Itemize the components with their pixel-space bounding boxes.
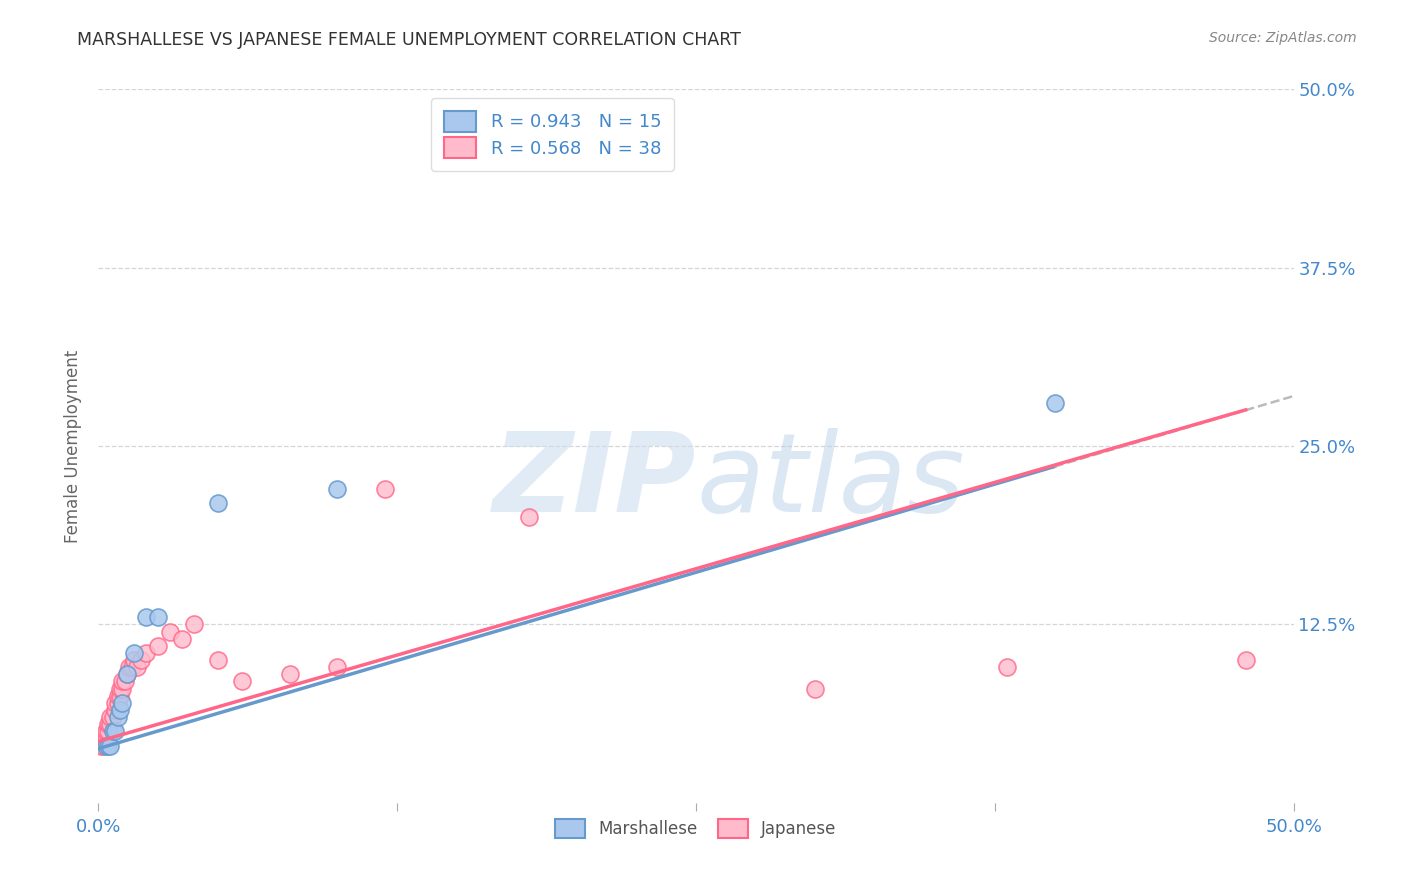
Point: [124, 653, 146, 667]
Point: [1234, 653, 1257, 667]
Point: [115, 667, 138, 681]
Y-axis label: Female Unemployment: Female Unemployment: [63, 350, 82, 542]
Point: [148, 610, 170, 624]
Point: [111, 681, 134, 696]
Point: [111, 696, 134, 710]
Point: [326, 660, 349, 674]
Point: [104, 724, 127, 739]
Point: [98, 717, 122, 731]
Point: [107, 710, 129, 724]
Point: [94, 724, 117, 739]
Legend: Marshallese, Japanese: Marshallese, Japanese: [548, 812, 844, 845]
Point: [124, 646, 146, 660]
Point: [517, 510, 540, 524]
Point: [101, 724, 124, 739]
Point: [159, 624, 181, 639]
Point: [118, 660, 141, 674]
Point: [995, 660, 1018, 674]
Point: [131, 653, 153, 667]
Point: [1043, 396, 1066, 410]
Point: [104, 696, 127, 710]
Point: [135, 610, 157, 624]
Point: [804, 681, 827, 696]
Point: [101, 710, 124, 724]
Point: [104, 703, 127, 717]
Point: [98, 739, 122, 753]
Point: [114, 674, 136, 689]
Point: [90, 739, 112, 753]
Point: [207, 496, 229, 510]
Point: [326, 482, 349, 496]
Point: [207, 653, 229, 667]
Point: [107, 689, 129, 703]
Point: [115, 667, 138, 681]
Point: [91, 739, 114, 753]
Point: [98, 710, 122, 724]
Point: [94, 739, 117, 753]
Point: [231, 674, 253, 689]
Point: [107, 696, 129, 710]
Point: [108, 681, 131, 696]
Point: [374, 482, 396, 496]
Point: [125, 660, 148, 674]
Point: [97, 724, 120, 739]
Text: ZIP: ZIP: [492, 428, 696, 535]
Point: [111, 674, 134, 689]
Point: [121, 660, 143, 674]
Text: Source: ZipAtlas.com: Source: ZipAtlas.com: [1209, 31, 1357, 45]
Point: [108, 703, 131, 717]
Point: [278, 667, 301, 681]
Point: [148, 639, 170, 653]
Point: [97, 739, 120, 753]
Point: [108, 689, 131, 703]
Text: MARSHALLESE VS JAPANESE FEMALE UNEMPLOYMENT CORRELATION CHART: MARSHALLESE VS JAPANESE FEMALE UNEMPLOYM…: [77, 31, 741, 49]
Point: [183, 617, 205, 632]
Point: [135, 646, 157, 660]
Point: [172, 632, 194, 646]
Point: [94, 731, 117, 746]
Text: atlas: atlas: [696, 428, 965, 535]
Point: [97, 717, 120, 731]
